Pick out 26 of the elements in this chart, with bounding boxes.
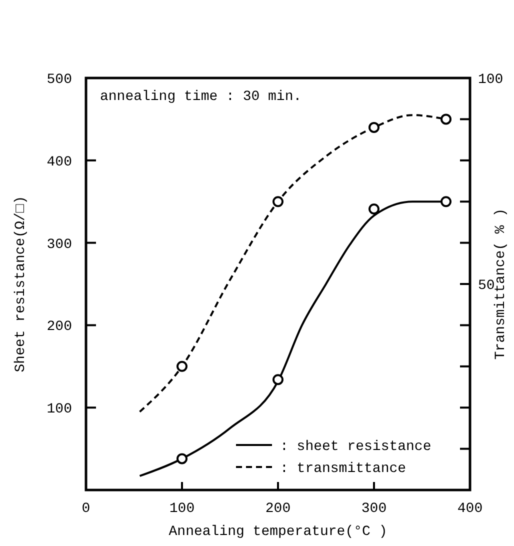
y2-axis-title: Transmittance( % )	[493, 208, 509, 360]
y-tick-label: 100	[46, 402, 72, 418]
x-tick-label: 300	[361, 501, 387, 517]
x-tick-label: 100	[169, 501, 195, 517]
y-axis-title: Sheet resistance(Ω/□)	[13, 196, 29, 372]
legend-label: : transmittance	[280, 461, 406, 477]
point	[440, 114, 452, 125]
point	[176, 360, 188, 372]
point	[176, 453, 188, 464]
x-axis-title: Annealing temperature(°C )	[168, 524, 388, 540]
legend-label: : sheet resistance	[280, 439, 432, 455]
annotation: annealing time : 30 min.	[100, 89, 302, 105]
x-tick-label: 0	[82, 501, 90, 517]
point	[440, 196, 452, 208]
point	[368, 122, 380, 133]
y-tick-label: 300	[46, 236, 72, 253]
x-tick-label: 200	[265, 501, 291, 517]
y-tick-label: 400	[46, 154, 72, 170]
x-tick-label: 400	[457, 501, 483, 517]
y-tick-label: 500	[46, 72, 72, 88]
y2-tick-label: 50	[478, 278, 495, 294]
point	[272, 374, 284, 386]
y2-tick-label: 100	[478, 72, 504, 88]
y-tick-label: 200	[46, 319, 72, 336]
point	[368, 204, 380, 215]
point	[272, 196, 284, 208]
